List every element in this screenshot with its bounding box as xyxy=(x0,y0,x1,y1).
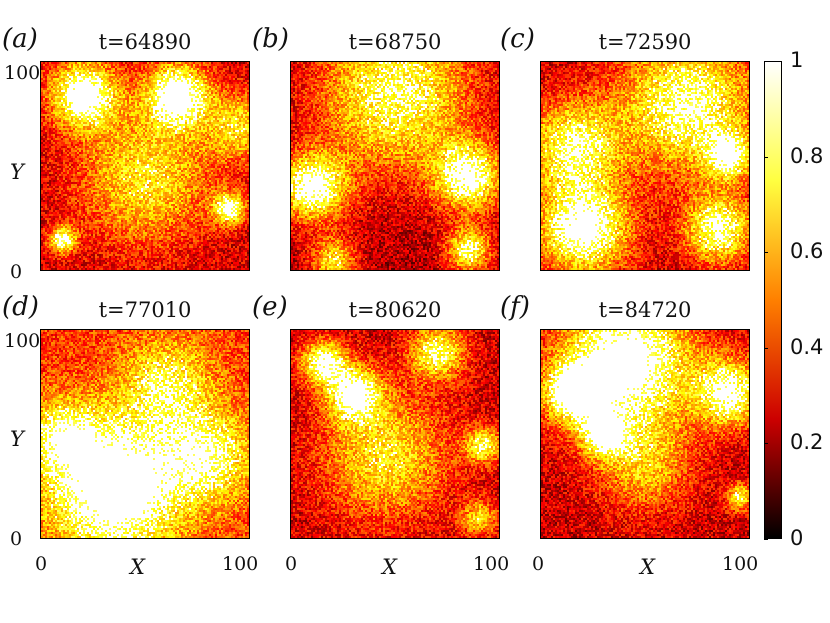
panel-label-b: (b) xyxy=(252,24,289,54)
colorbar-tick-label: 0.8 xyxy=(790,143,824,168)
x-tick-left-e: 0 xyxy=(285,553,298,575)
colorbar-tick-label: 0.6 xyxy=(790,239,824,264)
colorbar-tick-label: 0 xyxy=(790,526,804,550)
colorbar-tick-label: 0.4 xyxy=(790,334,824,359)
colorbar-tick-mark xyxy=(764,347,768,349)
heatmap-c xyxy=(540,61,750,271)
panel-label-c: (c) xyxy=(500,24,535,54)
panel-title-f: t=84720 xyxy=(598,298,692,322)
colorbar-tick-mark xyxy=(764,156,768,158)
panel-label-a: (a) xyxy=(2,24,38,54)
colorbar-tick-mark xyxy=(764,252,768,254)
y-tick-top-row1: 100 xyxy=(4,62,41,84)
heatmap-canvas-d xyxy=(41,330,249,538)
x-axis-label-e: X xyxy=(382,555,397,579)
x-tick-right-f: 100 xyxy=(722,553,759,575)
y-axis-label-row1: Y xyxy=(10,160,24,184)
heatmap-canvas-f xyxy=(541,330,749,538)
colorbar-tick-label: 0.2 xyxy=(790,430,824,455)
heatmap-canvas-c xyxy=(541,62,749,270)
colorbar-tick-label: 1 xyxy=(790,48,804,72)
y-tick-top-row2: 100 xyxy=(4,330,41,352)
colorbar-tick-mark xyxy=(764,539,768,540)
panel-title-b: t=68750 xyxy=(348,30,442,54)
y-tick-bottom-row2: 0 xyxy=(10,528,23,550)
x-tick-right-d: 100 xyxy=(222,553,259,575)
colorbar-tick-mark xyxy=(764,61,768,62)
heatmap-canvas-a xyxy=(41,62,249,270)
heatmap-f xyxy=(540,329,750,539)
colorbar xyxy=(764,61,782,539)
panel-title-c: t=72590 xyxy=(598,30,692,54)
heatmap-b xyxy=(290,61,500,271)
heatmap-canvas-b xyxy=(291,62,499,270)
colorbar-tick-mark xyxy=(764,443,768,445)
panel-title-d: t=77010 xyxy=(98,298,192,322)
x-tick-left-d: 0 xyxy=(35,553,48,575)
panel-label-e: (e) xyxy=(252,292,288,322)
x-tick-right-e: 100 xyxy=(473,553,510,575)
y-axis-label-row2: Y xyxy=(10,427,24,451)
x-axis-label-f: X xyxy=(640,555,655,579)
y-tick-bottom-row1: 0 xyxy=(10,261,23,283)
panel-label-f: (f) xyxy=(500,292,530,322)
heatmap-d xyxy=(40,329,250,539)
heatmap-canvas-e xyxy=(291,330,499,538)
heatmap-e xyxy=(290,329,500,539)
panel-title-e: t=80620 xyxy=(348,298,442,322)
panel-title-a: t=64890 xyxy=(98,30,192,54)
x-tick-left-f: 0 xyxy=(532,553,545,575)
x-axis-label-d: X xyxy=(130,555,145,579)
panel-label-d: (d) xyxy=(2,292,39,322)
heatmap-a xyxy=(40,61,250,271)
